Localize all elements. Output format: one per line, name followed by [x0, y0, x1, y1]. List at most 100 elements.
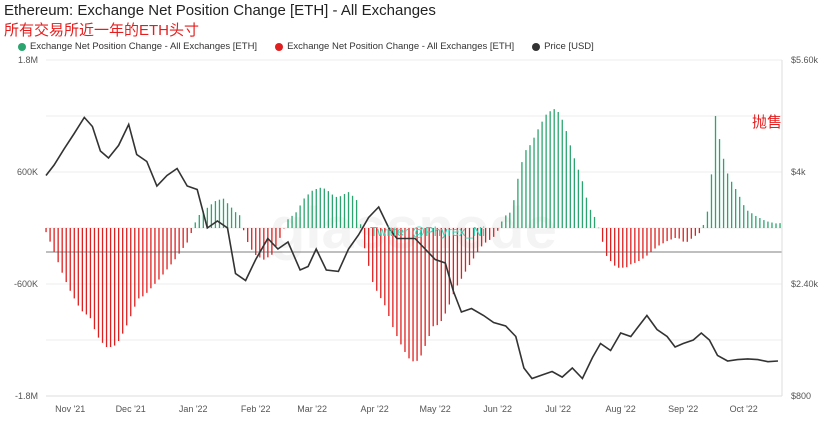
- y-right-tick-label: $4k: [791, 167, 806, 177]
- chart-subtitle: 所有交易所近一年的ETH头寸: [4, 22, 200, 39]
- x-tick-label: Jun '22: [483, 404, 512, 414]
- bar-outflow: [109, 228, 112, 348]
- bar-outflow: [420, 228, 422, 356]
- bar-outflow: [97, 228, 100, 338]
- bar-outflow: [400, 228, 402, 345]
- legend-swatch-red: [275, 42, 284, 51]
- y-right-tick-label: $5.60k: [791, 55, 819, 65]
- bar-outflow: [642, 228, 644, 259]
- price-line: [45, 116, 779, 380]
- x-tick-label: Dec '21: [116, 404, 146, 414]
- bar-outflow: [186, 228, 188, 243]
- bar-inflow: [581, 181, 584, 228]
- bar-inflow: [343, 194, 346, 228]
- bar-outflow: [468, 228, 471, 266]
- bar-outflow: [392, 228, 394, 328]
- sell-annotation: 抛售: [752, 113, 782, 131]
- bar-outflow: [255, 228, 257, 255]
- legend-label: Exchange Net Position Change - All Excha…: [287, 41, 515, 52]
- bar-outflow: [73, 228, 75, 299]
- bar-outflow: [476, 228, 479, 253]
- bar-outflow: [53, 228, 55, 252]
- bar-inflow: [735, 188, 737, 228]
- bar-outflow: [113, 228, 116, 346]
- bar-outflow: [368, 228, 370, 266]
- bar-inflow: [557, 112, 559, 228]
- bar-outflow: [694, 228, 696, 236]
- bar-outflow: [259, 228, 261, 258]
- bar-outflow: [162, 228, 164, 275]
- bar-outflow: [646, 228, 648, 256]
- bar-outflow: [460, 228, 463, 279]
- bar-inflow: [222, 198, 225, 228]
- bar-inflow: [234, 212, 237, 228]
- bar-outflow: [634, 228, 636, 263]
- bar-inflow: [597, 227, 600, 229]
- bar-inflow: [351, 195, 354, 228]
- bar-outflow: [49, 228, 51, 242]
- bar-outflow: [61, 228, 63, 273]
- bar-outflow: [452, 228, 455, 295]
- bar-inflow: [714, 115, 717, 228]
- bar-outflow: [456, 228, 459, 286]
- bar-inflow: [505, 215, 507, 228]
- bar-outflow: [372, 228, 374, 283]
- bar-outflow: [428, 228, 430, 337]
- bar-outflow: [416, 228, 418, 361]
- bar-outflow: [493, 228, 495, 237]
- twitter-handle: Twitter @Phyrex_Ni: [370, 224, 485, 239]
- bar-outflow: [601, 228, 604, 242]
- bar-inflow: [577, 169, 580, 228]
- chart-title: Ethereum: Exchange Net Position Change […: [4, 2, 436, 19]
- bar-outflow: [178, 228, 180, 254]
- bar-inflow: [218, 199, 221, 228]
- bar-outflow: [271, 228, 273, 255]
- bar-inflow: [202, 211, 204, 228]
- bar-inflow: [561, 119, 563, 228]
- bar-outflow: [142, 228, 144, 297]
- bar-inflow: [585, 197, 588, 228]
- bar-outflow: [614, 228, 616, 266]
- bar-outflow: [605, 228, 608, 256]
- bar-outflow: [384, 228, 386, 306]
- bar-outflow: [408, 228, 410, 359]
- x-tick-label: Jul '22: [545, 404, 571, 414]
- y-left-tick-label: -600K: [14, 279, 38, 289]
- bar-outflow: [146, 228, 148, 293]
- axis-ticks: 1.8M 600K -600K -1.8M $5.60k $4k $2.40k $800 Nov…: [14, 55, 819, 414]
- bar-outflow: [497, 228, 499, 231]
- bar-outflow: [662, 228, 664, 244]
- bar-inflow: [767, 221, 769, 228]
- bar-inflow: [323, 188, 325, 228]
- bar-outflow: [436, 228, 438, 326]
- y-left-tick-label: 1.8M: [18, 55, 38, 65]
- bar-outflow: [190, 228, 192, 234]
- bar-inflow: [593, 216, 596, 228]
- bar-inflow: [743, 205, 745, 228]
- bar-outflow: [279, 228, 281, 238]
- bar-inflow: [589, 209, 592, 228]
- bar-inflow: [238, 215, 241, 228]
- legend-item-positive[interactable]: Exchange Net Position Change - All Excha…: [18, 41, 257, 52]
- bar-inflow: [347, 192, 350, 228]
- bar-outflow: [170, 228, 172, 265]
- bar-inflow: [706, 211, 709, 228]
- bar-outflow: [650, 228, 652, 253]
- legend-item-negative[interactable]: Exchange Net Position Change - All Excha…: [275, 41, 514, 52]
- legend-item-price[interactable]: Price [USD]: [532, 41, 594, 52]
- y-left-tick-label: -1.8M: [15, 391, 38, 401]
- bar-outflow: [610, 228, 612, 262]
- bar-inflow: [569, 145, 571, 228]
- bar-outflow: [682, 228, 684, 242]
- bar-outflow: [412, 228, 414, 362]
- bar-inflow: [759, 218, 761, 228]
- bar-inflow: [549, 111, 551, 228]
- legend: Exchange Net Position Change - All Excha…: [18, 41, 594, 52]
- x-tick-label: Nov '21: [55, 404, 85, 414]
- bar-inflow: [565, 131, 567, 228]
- bar-inflow: [291, 215, 293, 228]
- x-tick-label: Sep '22: [668, 404, 698, 414]
- bar-inflow: [553, 109, 555, 228]
- bar-inflow: [722, 158, 725, 228]
- bar-outflow: [251, 228, 253, 250]
